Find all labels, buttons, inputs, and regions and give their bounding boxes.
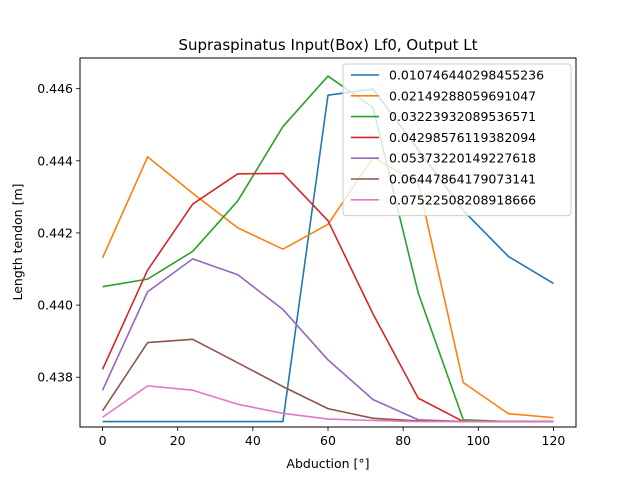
series-line-1 xyxy=(102,88,554,423)
y-tick-label: 0.438 xyxy=(37,370,73,385)
legend-box xyxy=(342,63,572,217)
y-tick-label: 0.440 xyxy=(37,298,73,313)
x-tick-label: 120 xyxy=(542,433,566,448)
x-tick-label: 20 xyxy=(170,433,186,448)
legend-label-3: 0.03223932089536571 xyxy=(389,109,536,124)
plot-lines xyxy=(101,75,554,423)
series-line-7 xyxy=(102,385,554,423)
y-tick-label: 0.442 xyxy=(37,225,73,240)
x-tick-label: 100 xyxy=(466,433,490,448)
x-tick-label: 40 xyxy=(245,433,261,448)
legend-label-4: 0.04298576119382094 xyxy=(389,130,536,145)
x-tick-label: 60 xyxy=(320,433,336,448)
y-tick-label: 0.446 xyxy=(37,81,73,96)
chart-title: Supraspinatus Input(Box) Lf0, Output Lt xyxy=(178,36,477,54)
y-axis: 0.438 0.440 0.442 0.444 0.446 xyxy=(37,81,80,385)
x-axis: 0 20 40 60 80 100 120 xyxy=(99,427,566,448)
series-line-3 xyxy=(102,75,554,423)
y-axis-label: Length tendon [m] xyxy=(10,183,25,300)
legend-label-7: 0.07522508208918666 xyxy=(389,192,536,207)
x-tick-label: 80 xyxy=(395,433,411,448)
legend-label-5: 0.05373220149227618 xyxy=(389,151,536,166)
legend-label-2: 0.02149288059691047 xyxy=(389,88,536,103)
legend-label-1: 0.010746440298455236 xyxy=(389,68,544,83)
legend: 0.010746440298455236 0.02149288059691047 0… xyxy=(342,63,572,217)
x-axis-label: Abduction [°] xyxy=(286,456,369,471)
x-tick-label: 0 xyxy=(99,433,107,448)
y-tick-label: 0.444 xyxy=(37,153,73,168)
legend-label-6: 0.06447864179073141 xyxy=(389,172,536,187)
series-line-2 xyxy=(101,156,554,419)
